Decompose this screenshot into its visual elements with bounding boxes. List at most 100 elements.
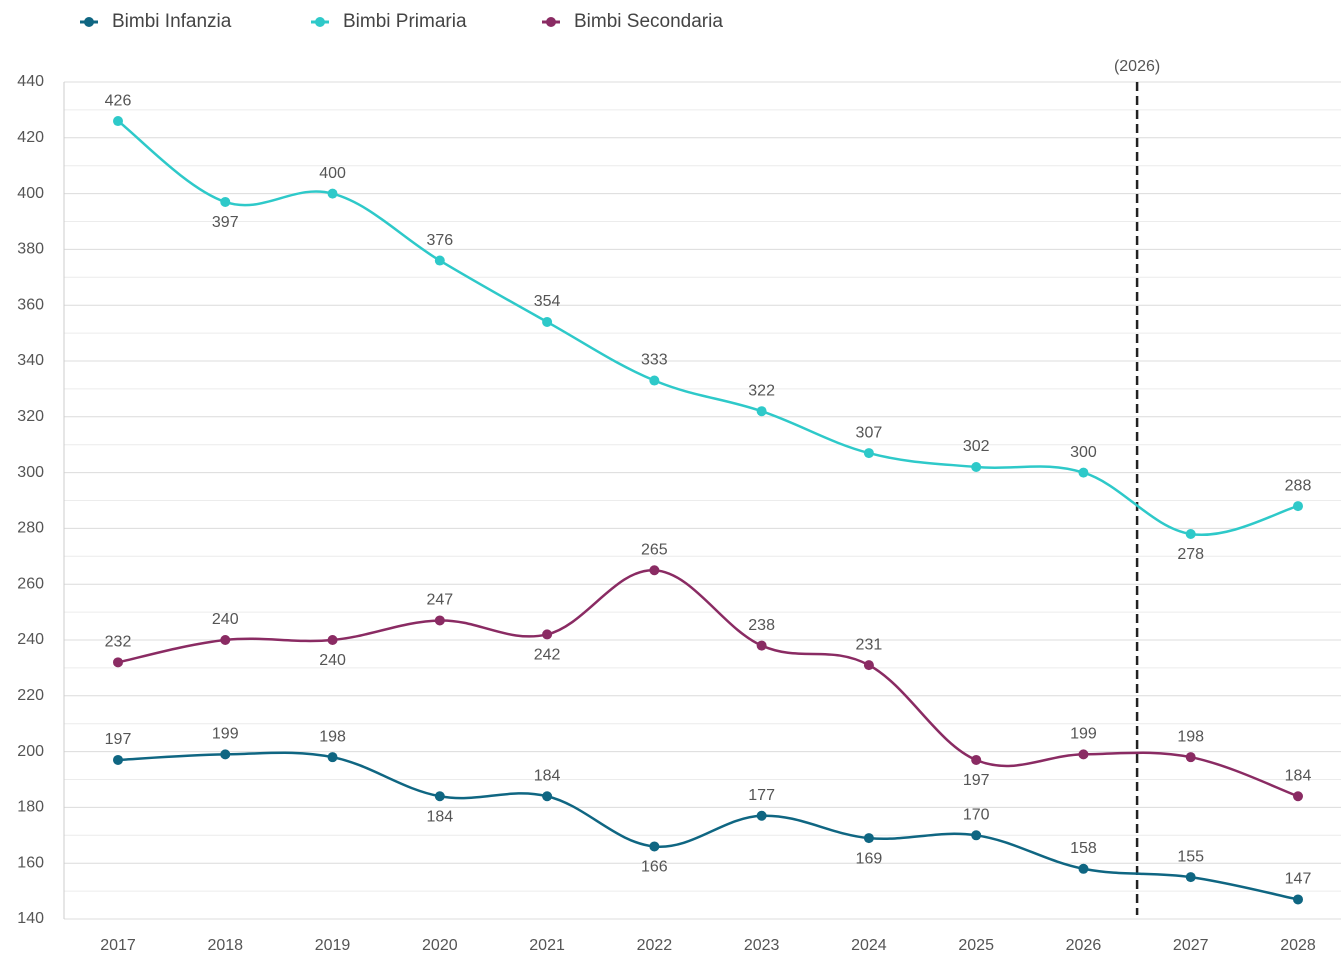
series-line: [117, 120, 1299, 537]
y-tick-label: 220: [17, 687, 44, 704]
point: [542, 316, 553, 327]
data-label: 278: [1177, 546, 1204, 563]
y-tick-label: 360: [17, 296, 44, 313]
data-label: 242: [534, 647, 561, 664]
y-tick-label: 320: [17, 408, 44, 425]
x-tick-label: 2021: [529, 937, 565, 954]
y-tick-label: 260: [17, 575, 44, 592]
point: [113, 657, 123, 668]
legend-marker: [546, 17, 556, 27]
point: [1185, 528, 1196, 539]
point: [971, 830, 982, 841]
point: [1185, 872, 1196, 883]
point: [327, 752, 338, 763]
point: [1078, 467, 1089, 478]
point: [434, 791, 445, 802]
data-label: 240: [212, 611, 239, 628]
y-tick-label: 420: [17, 129, 44, 146]
point: [649, 375, 660, 386]
data-label: 426: [105, 92, 132, 109]
x-tick-label: 2017: [100, 937, 136, 954]
y-tick-label: 200: [17, 743, 44, 760]
point: [649, 841, 660, 852]
x-tick-label: 2028: [1280, 937, 1316, 954]
data-label: 240: [319, 652, 346, 669]
legend-marker: [315, 17, 325, 27]
legend-label: Bimbi Primaria: [343, 11, 467, 32]
x-tick-label: 2022: [637, 937, 673, 954]
point: [1078, 863, 1089, 874]
legend-label: Bimbi Infanzia: [112, 11, 232, 32]
data-label: 400: [319, 165, 346, 182]
y-tick-label: 180: [17, 799, 44, 816]
y-tick-label: 400: [17, 185, 44, 202]
y-tick-label: 440: [17, 73, 44, 90]
data-label: 354: [534, 293, 561, 310]
point: [113, 116, 123, 127]
data-label: 247: [426, 592, 453, 609]
data-label: 307: [856, 424, 883, 441]
data-label: 155: [1177, 848, 1204, 865]
data-label: 184: [534, 767, 561, 784]
data-label: 170: [963, 807, 990, 824]
data-label: 333: [641, 352, 668, 369]
x-tick-label: 2023: [744, 937, 780, 954]
point: [756, 406, 767, 417]
point: [971, 754, 982, 765]
y-tick-label: 280: [17, 520, 44, 537]
point: [863, 660, 874, 671]
data-label: 231: [856, 636, 883, 653]
y-tick-label: 160: [17, 854, 44, 871]
data-label: 197: [105, 731, 132, 748]
y-tick-label: 340: [17, 352, 44, 369]
data-label: 265: [641, 541, 668, 558]
data-label: 199: [1070, 726, 1097, 743]
data-label: 158: [1070, 840, 1097, 857]
y-tick-label: 380: [17, 241, 44, 258]
data-label: 198: [1177, 728, 1204, 745]
x-tick-label: 2018: [207, 937, 243, 954]
data-label: 177: [748, 787, 775, 804]
x-tick-label: 2019: [315, 937, 351, 954]
annotation-label: (2026): [1114, 58, 1160, 75]
point: [756, 640, 767, 651]
point: [113, 754, 123, 765]
point: [971, 462, 982, 473]
data-label: 376: [426, 232, 453, 249]
point: [756, 810, 767, 821]
y-tick-label: 300: [17, 464, 44, 481]
data-label: 232: [105, 634, 132, 651]
legend-marker: [84, 17, 94, 27]
point: [542, 791, 553, 802]
point: [1293, 791, 1303, 802]
point: [220, 749, 231, 760]
x-tick-label: 2020: [422, 937, 458, 954]
data-label: 238: [748, 617, 775, 634]
point: [434, 255, 445, 266]
point: [434, 615, 445, 626]
x-tick-label: 2027: [1173, 937, 1209, 954]
point: [863, 833, 874, 844]
point: [1185, 752, 1196, 763]
x-tick-label: 2026: [1066, 937, 1102, 954]
data-label: 166: [641, 859, 668, 876]
data-label: 397: [212, 214, 239, 231]
data-label: 302: [963, 438, 990, 455]
data-label: 147: [1285, 871, 1312, 888]
data-label: 199: [212, 726, 239, 743]
data-label: 169: [856, 850, 883, 867]
data-label: 288: [1285, 477, 1312, 494]
point: [863, 448, 874, 459]
data-label: 300: [1070, 444, 1097, 461]
point: [220, 196, 231, 207]
x-tick-label: 2025: [958, 937, 994, 954]
data-label: 184: [426, 808, 453, 825]
data-label: 184: [1285, 767, 1312, 784]
y-tick-label: 240: [17, 631, 44, 648]
y-tick-label: 140: [17, 910, 44, 927]
data-label: 198: [319, 728, 346, 745]
x-tick-label: 2024: [851, 937, 887, 954]
point: [649, 565, 660, 576]
point: [542, 629, 553, 640]
